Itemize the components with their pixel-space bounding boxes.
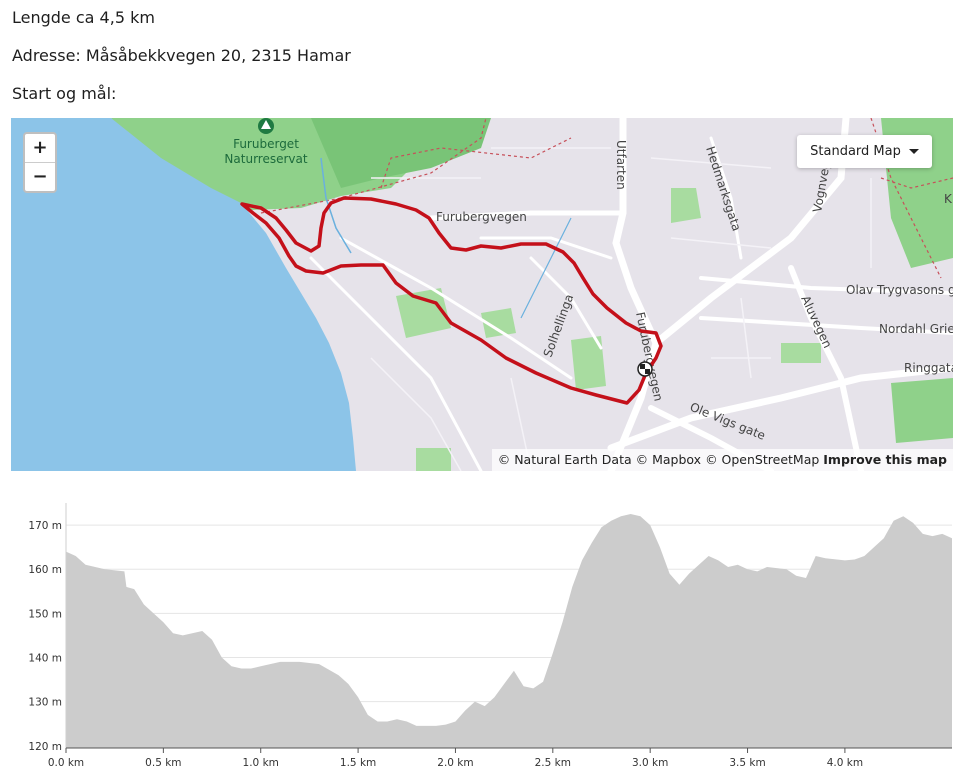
zoom-out-button[interactable]: − — [25, 162, 55, 191]
street-label-aluvegen: Aluvegen — [798, 293, 834, 350]
route-map[interactable]: Furuberget Naturreservat Furubergvegen F… — [11, 118, 953, 471]
street-label-utfarten: Utfarten — [614, 140, 628, 190]
x-tick-label: 0.5 km — [145, 757, 181, 769]
x-tick-label: 2.0 km — [437, 757, 473, 769]
x-tick-label: 2.5 km — [535, 757, 571, 769]
y-tick-label: 150 m — [28, 608, 62, 620]
x-tick-label: 4.0 km — [827, 757, 863, 769]
lake-water — [11, 118, 356, 471]
map-style-label: Standard Map — [810, 144, 901, 159]
x-tick-label: 3.5 km — [729, 757, 765, 769]
park-tree-icon — [258, 118, 274, 134]
attribution-mapbox-link[interactable]: © Mapbox — [635, 452, 702, 467]
chart-plot-area — [66, 514, 952, 748]
map-canvas[interactable]: Furuberget Naturreservat Furubergvegen F… — [11, 118, 953, 471]
x-tick-label: 3.0 km — [632, 757, 668, 769]
chevron-down-icon — [908, 149, 919, 154]
street-label-k: K — [944, 192, 953, 206]
x-tick-label: 0.0 km — [48, 757, 84, 769]
street-label-olav-trygvasons-gate: Olav Trygvasons gate — [846, 283, 953, 297]
y-tick-label: 160 m — [28, 564, 62, 576]
zoom-in-button[interactable]: + — [32, 137, 48, 158]
improve-map-link[interactable]: Improve this map — [823, 452, 947, 467]
park-area — [396, 288, 451, 338]
chart-axes: 120 m 130 m 140 m 150 m 160 m 170 m 0.0 km 0.5 … — [28, 503, 952, 769]
street-label-solhellinga: Solhellinga — [541, 292, 577, 359]
zoom-control: + − — [23, 132, 57, 193]
street-label-nordahl-grieg: Nordahl Grieg — [879, 322, 953, 336]
elevation-area — [66, 514, 952, 748]
park-area — [781, 343, 821, 363]
street-label-ringgata: Ringgata — [904, 361, 953, 375]
street-label-hedmarksgata: Hedmarksgata — [703, 145, 744, 233]
y-tick-label: 130 m — [28, 697, 62, 709]
park-label-2: Naturreservat — [224, 152, 307, 166]
park-area — [481, 308, 516, 338]
x-tick-label: 1.5 km — [340, 757, 376, 769]
x-tick-label: 1.0 km — [243, 757, 279, 769]
park-area — [571, 336, 606, 390]
route-address-text: Adresse: Måsåbekkvegen 20, 2315 Hamar — [12, 46, 351, 65]
route-length-text: Lengde ca 4,5 km — [12, 8, 155, 27]
y-tick-label: 140 m — [28, 653, 62, 665]
start-finish-label: Start og mål: — [12, 84, 117, 103]
street-label-furubergvegen: Furubergvegen — [436, 210, 527, 224]
forest-area — [311, 118, 491, 188]
route-line — [240, 196, 663, 405]
park-area — [416, 448, 451, 471]
y-tick-label: 170 m — [28, 520, 62, 532]
attribution-natural-earth-link[interactable]: © Natural Earth Data — [497, 452, 632, 467]
park-label-1: Furuberget — [233, 137, 299, 151]
finish-flag-icon — [637, 361, 653, 377]
forest-area — [891, 378, 953, 443]
map-attribution: © Natural Earth Data © Mapbox © OpenStre… — [491, 449, 953, 471]
park-area — [671, 188, 701, 223]
y-tick-label: 120 m — [28, 741, 62, 753]
elevation-profile-chart: 120 m 130 m 140 m 150 m 160 m 170 m 0.0 km 0.5 … — [28, 503, 952, 769]
attribution-osm-link[interactable]: © OpenStreetMap — [705, 452, 820, 467]
map-style-dropdown[interactable]: Standard Map — [797, 135, 932, 168]
